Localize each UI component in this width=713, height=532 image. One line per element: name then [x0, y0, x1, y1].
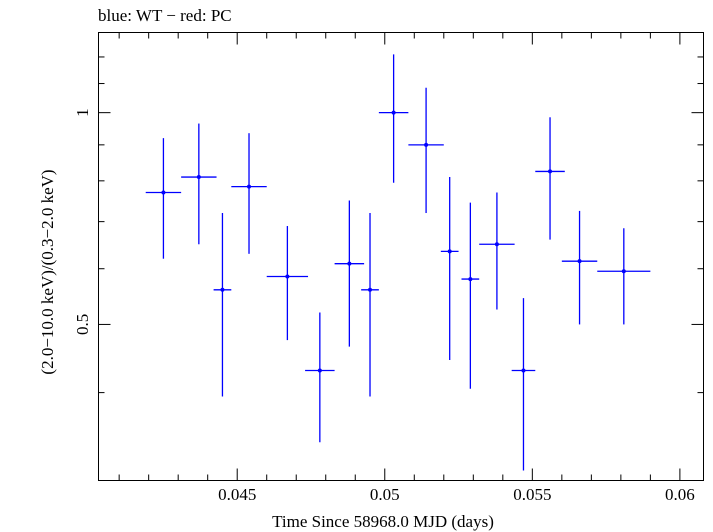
data-point [361, 213, 379, 397]
point-marker [196, 175, 201, 180]
data-point [145, 138, 182, 259]
y-tick-label: 0.5 [73, 314, 92, 335]
point-marker [161, 190, 166, 195]
point-marker [521, 368, 526, 373]
x-tick-label: 0.055 [513, 485, 551, 504]
point-marker [368, 287, 373, 292]
x-tick-label: 0.05 [370, 485, 400, 504]
point-marker [220, 287, 225, 292]
data-series [145, 54, 651, 471]
data-point [440, 177, 459, 361]
point-marker [317, 368, 322, 373]
point-marker [468, 277, 473, 282]
point-marker [391, 110, 396, 115]
x-tick-label: 0.06 [665, 485, 695, 504]
data-point [266, 226, 309, 341]
data-point [181, 123, 217, 245]
y-axis-ticks: 0.51 [73, 56, 704, 481]
point-marker [548, 169, 553, 174]
data-point [535, 117, 565, 240]
data-point [334, 200, 365, 347]
data-point [511, 298, 536, 471]
point-marker [447, 249, 452, 254]
plot-frame [98, 32, 704, 481]
point-marker [247, 184, 252, 189]
y-axis-label: (2.0−10.0 keV)/(0.3−2.0 keV) [38, 169, 57, 374]
y-tick-label: 1 [73, 108, 92, 117]
chart-title: blue: WT − red: PC [98, 6, 232, 25]
point-marker [285, 274, 290, 279]
point-marker [424, 142, 429, 147]
x-axis-ticks: 0.045 0.05 0.055 0.06 [118, 32, 695, 504]
data-point [479, 192, 515, 310]
x-tick-label: 0.045 [218, 485, 256, 504]
point-marker [577, 259, 582, 264]
data-point [231, 133, 267, 254]
data-point [378, 54, 409, 183]
data-point [461, 202, 480, 389]
data-point [213, 213, 232, 397]
data-point [597, 228, 651, 325]
data-point [305, 312, 335, 443]
data-point [561, 210, 598, 325]
point-marker [347, 261, 352, 266]
data-point [408, 87, 444, 214]
x-axis-label: Time Since 58968.0 MJD (days) [272, 512, 494, 531]
point-marker [494, 242, 499, 247]
point-marker [621, 269, 626, 274]
